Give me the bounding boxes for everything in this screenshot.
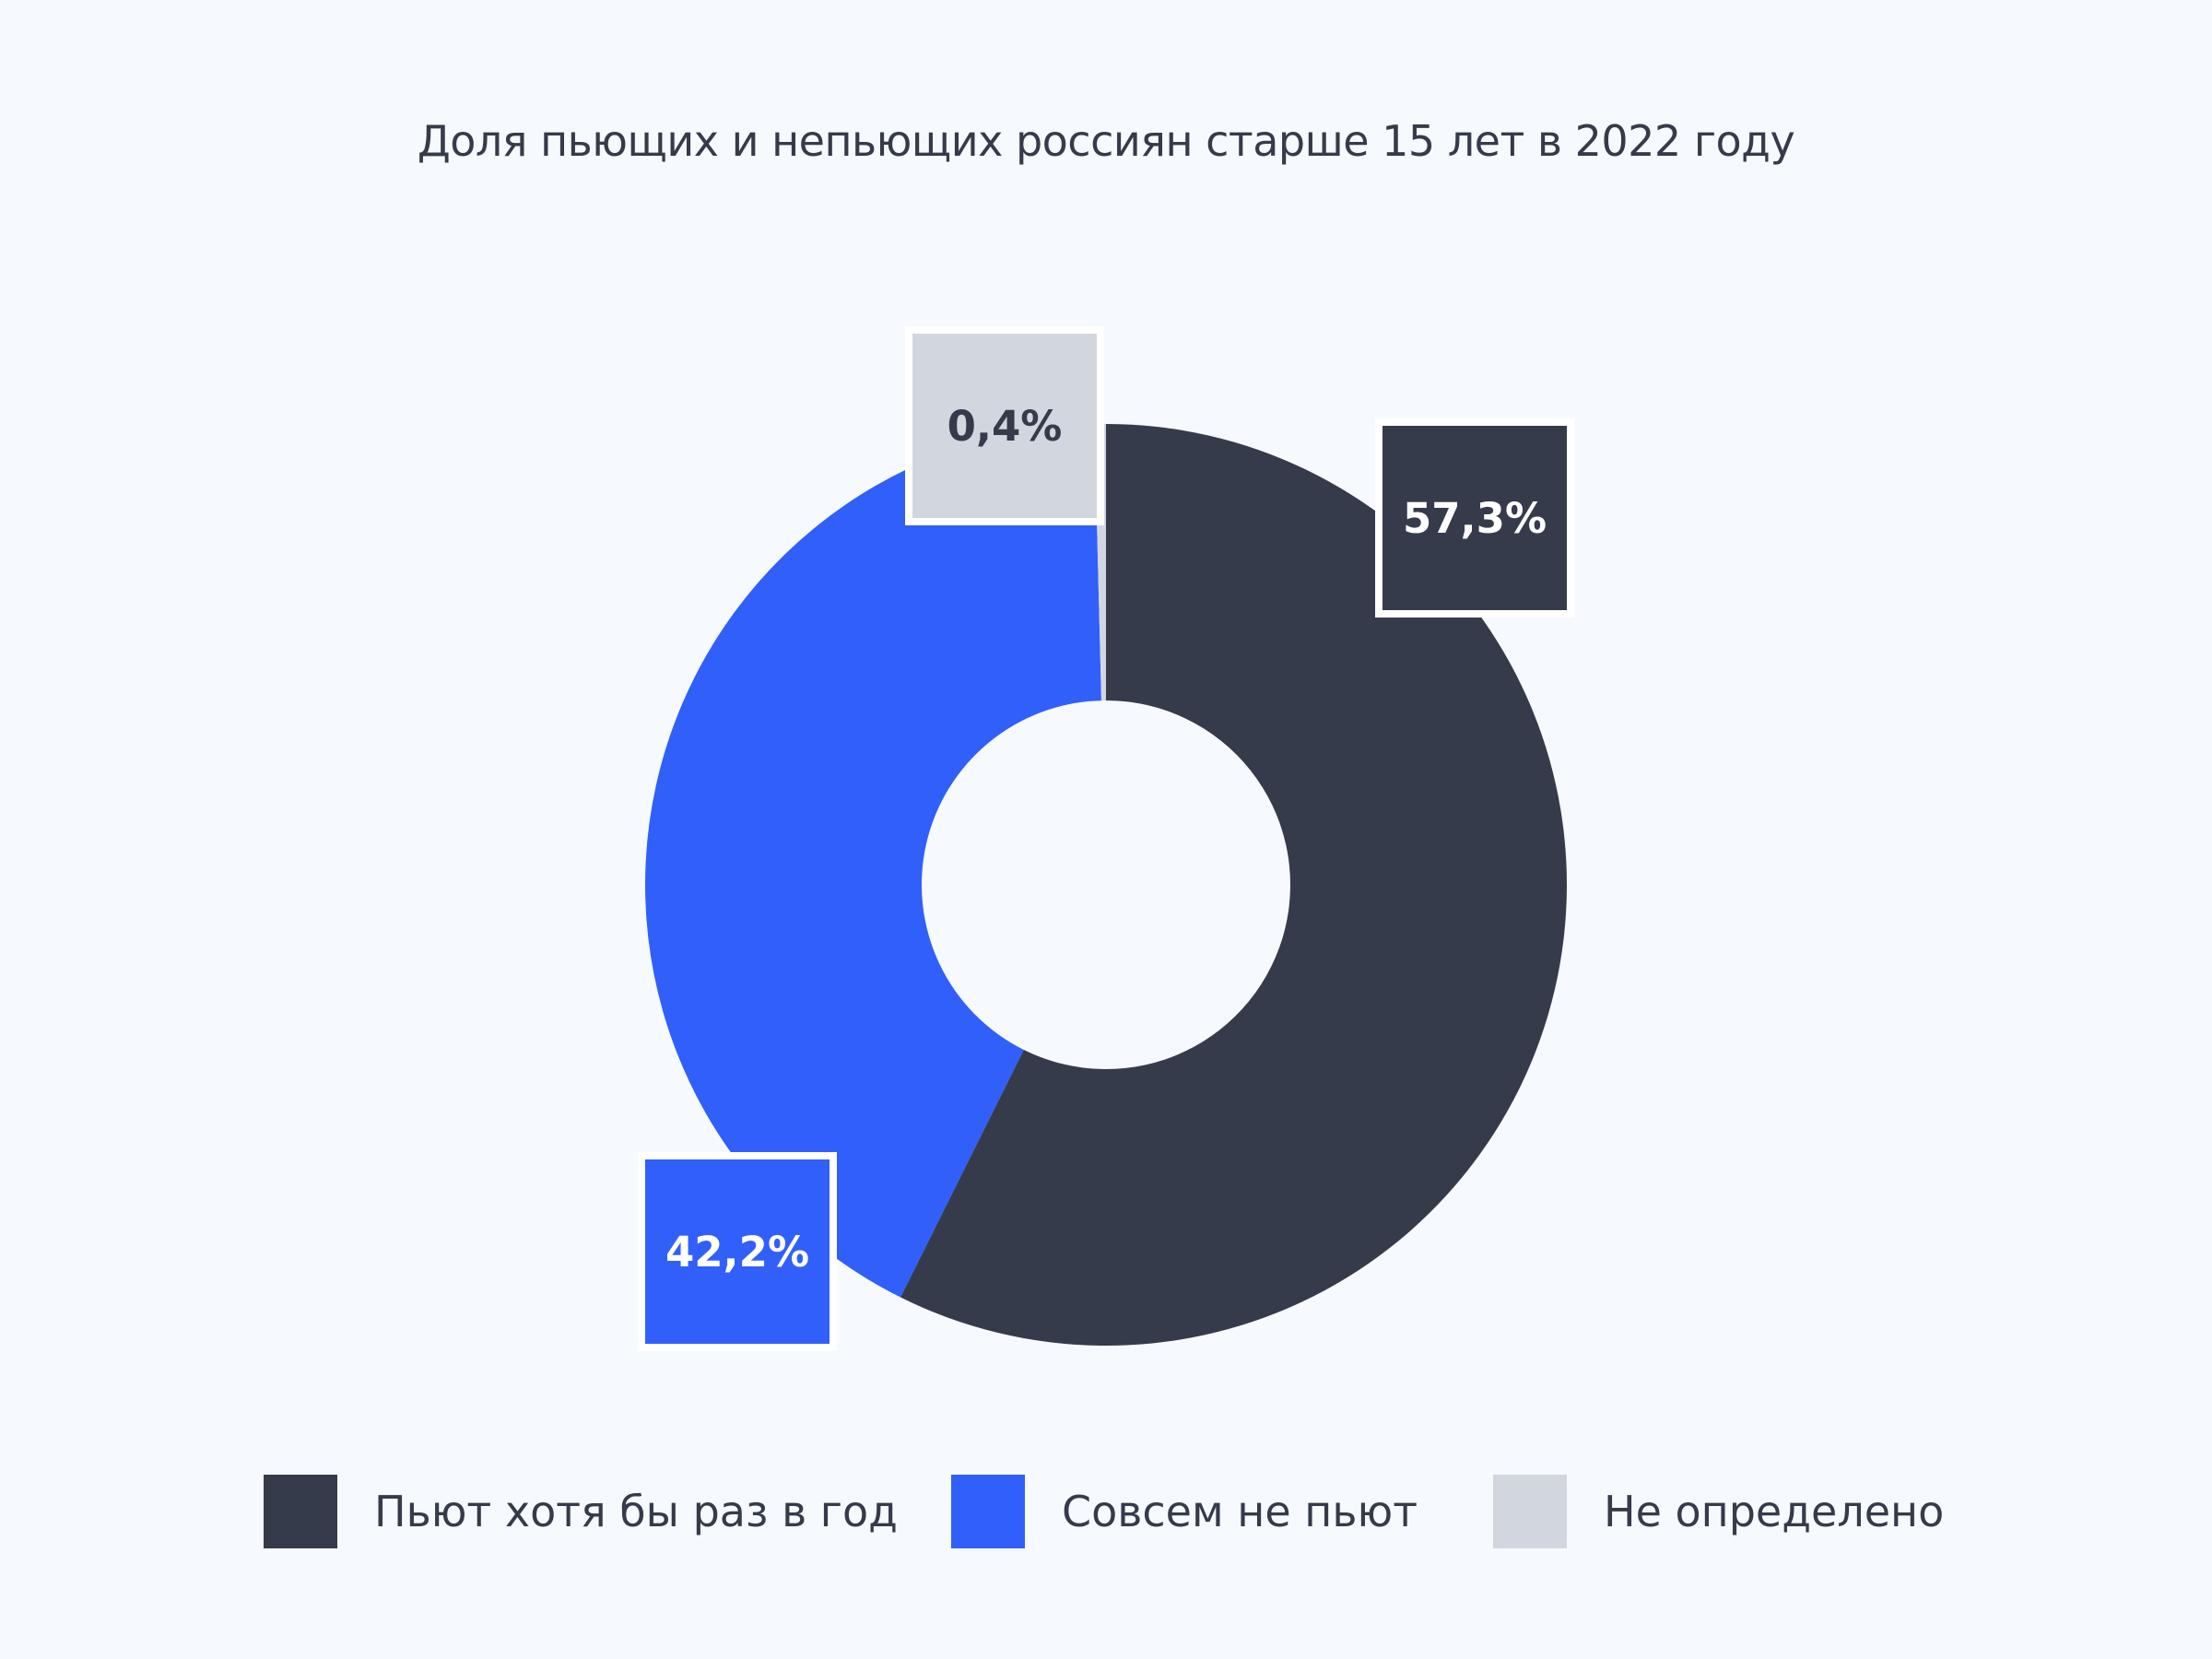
data-label-undefined-box: 0,4% — [905, 326, 1104, 525]
legend-item-undefined: Не определено — [1493, 1475, 1944, 1548]
data-label-never-drink-box: 42,2% — [638, 1152, 837, 1351]
legend-label-drink-yearly: Пьют хотя бы раз в год — [374, 1487, 898, 1536]
legend-swatch-drink-yearly — [264, 1475, 337, 1548]
legend-item-never-drink: Совсем не пьют — [951, 1475, 1418, 1548]
legend-label-undefined: Не определено — [1604, 1487, 1945, 1536]
legend: Пьют хотя бы раз в год Совсем не пьют Не… — [0, 1475, 2212, 1548]
data-label-drink-yearly: 57,3% — [1403, 494, 1547, 543]
data-label-undefined: 0,4% — [947, 402, 1063, 451]
legend-label-never-drink: Совсем не пьют — [1062, 1487, 1418, 1536]
chart-title: Доля пьющих и непьющих россиян старше 15… — [417, 116, 1795, 166]
legend-item-drink-yearly: Пьют хотя бы раз в год — [264, 1475, 898, 1548]
legend-swatch-undefined — [1493, 1475, 1567, 1548]
slice-drink-yearly — [900, 424, 1568, 1346]
data-label-never-drink: 42,2% — [665, 1228, 809, 1277]
slice-never-drink — [645, 424, 1101, 1298]
data-label-drink-yearly-box: 57,3% — [1375, 418, 1574, 618]
legend-swatch-never-drink — [951, 1475, 1025, 1548]
